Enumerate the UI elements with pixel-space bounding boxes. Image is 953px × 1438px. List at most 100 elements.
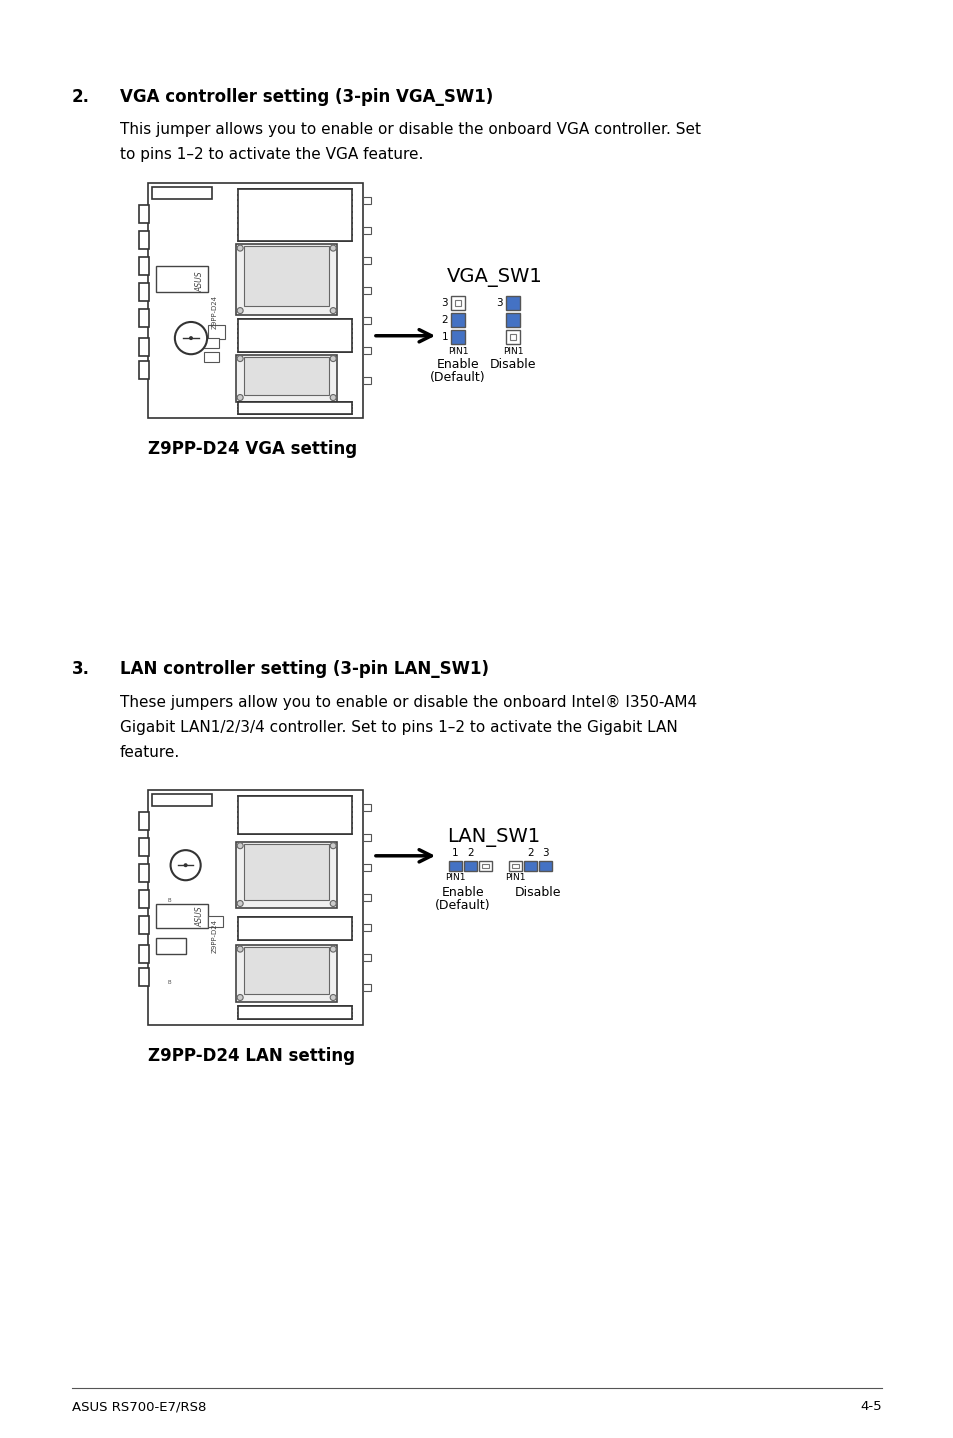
Text: PIN1: PIN1	[505, 873, 525, 883]
Bar	[139, 916, 149, 935]
Bar	[139, 812, 149, 830]
Bar	[236, 244, 336, 315]
Bar	[156, 938, 186, 955]
Bar	[204, 338, 219, 348]
Bar	[148, 183, 363, 418]
Bar	[363, 377, 371, 384]
Circle shape	[330, 946, 335, 952]
Bar	[505, 313, 519, 326]
Circle shape	[330, 900, 335, 906]
Text: Z9PP-D24: Z9PP-D24	[212, 295, 217, 329]
Bar	[363, 804, 371, 811]
Bar	[244, 844, 329, 900]
Bar	[451, 296, 464, 309]
Circle shape	[330, 308, 335, 313]
Bar	[538, 860, 552, 870]
Text: 3.: 3.	[71, 660, 90, 677]
Text: 3: 3	[496, 298, 502, 308]
Bar	[363, 925, 371, 930]
Bar	[139, 945, 149, 963]
Text: feature.: feature.	[120, 745, 180, 761]
Text: 2.: 2.	[71, 88, 90, 106]
Circle shape	[237, 355, 243, 361]
Circle shape	[174, 322, 207, 354]
Text: LAN_SW1: LAN_SW1	[447, 828, 539, 847]
Text: 2: 2	[527, 847, 534, 857]
Bar	[363, 288, 371, 293]
Bar	[152, 794, 212, 807]
Text: to pins 1–2 to activate the VGA feature.: to pins 1–2 to activate the VGA feature.	[120, 147, 423, 162]
Circle shape	[237, 946, 243, 952]
Bar	[244, 246, 329, 306]
Bar	[244, 948, 329, 994]
Circle shape	[330, 355, 335, 361]
Text: Z9PP-D24: Z9PP-D24	[212, 919, 217, 953]
Bar	[244, 358, 329, 395]
Bar	[363, 316, 371, 324]
Bar	[208, 916, 223, 928]
Circle shape	[171, 850, 200, 880]
Circle shape	[189, 336, 193, 341]
Bar	[363, 864, 371, 871]
Bar	[510, 334, 516, 339]
Bar	[238, 401, 352, 414]
Bar	[139, 838, 149, 856]
Text: B: B	[168, 981, 172, 985]
Bar	[363, 227, 371, 234]
Bar	[139, 890, 149, 907]
Text: 2: 2	[441, 315, 448, 325]
Bar	[512, 863, 518, 867]
Text: 1: 1	[452, 847, 458, 857]
Text: Gigabit LAN1/2/3/4 controller. Set to pins 1–2 to activate the Gigabit LAN: Gigabit LAN1/2/3/4 controller. Set to pi…	[120, 720, 677, 735]
Bar	[236, 841, 336, 907]
Text: PIN1: PIN1	[502, 347, 522, 355]
Bar	[451, 313, 464, 326]
Bar	[139, 338, 149, 357]
Bar	[363, 894, 371, 902]
Bar	[363, 834, 371, 841]
Circle shape	[330, 244, 335, 252]
Bar	[139, 283, 149, 301]
Bar	[238, 917, 352, 940]
Bar	[478, 860, 492, 870]
Bar	[152, 187, 212, 198]
Circle shape	[237, 995, 243, 1001]
Bar	[139, 257, 149, 275]
Text: These jumpers allow you to enable or disable the onboard Intel® I350-AM4: These jumpers allow you to enable or dis…	[120, 695, 697, 710]
Bar	[505, 329, 519, 344]
Text: Z9PP-D24 VGA setting: Z9PP-D24 VGA setting	[148, 440, 356, 457]
Text: 2: 2	[467, 847, 474, 857]
Bar	[204, 351, 219, 361]
Bar	[139, 309, 149, 326]
Circle shape	[330, 995, 335, 1001]
Bar	[238, 1007, 352, 1020]
Text: 3: 3	[441, 298, 448, 308]
Bar	[455, 299, 460, 306]
Bar	[139, 232, 149, 249]
Text: 1: 1	[441, 332, 448, 342]
Circle shape	[330, 843, 335, 848]
Text: Enable: Enable	[436, 358, 478, 371]
Bar	[236, 355, 336, 401]
Bar	[363, 953, 371, 961]
Bar	[208, 325, 225, 339]
Bar	[463, 860, 476, 870]
Circle shape	[237, 900, 243, 906]
Bar	[238, 188, 352, 240]
Bar	[363, 197, 371, 204]
Text: ASUS: ASUS	[195, 906, 204, 928]
Text: Disable: Disable	[489, 358, 536, 371]
Circle shape	[183, 863, 188, 867]
Bar	[139, 864, 149, 881]
Bar	[449, 860, 461, 870]
Bar	[238, 797, 352, 834]
Text: Z9PP-D24 LAN setting: Z9PP-D24 LAN setting	[148, 1047, 355, 1066]
Circle shape	[237, 843, 243, 848]
Bar	[505, 296, 519, 309]
Bar	[509, 860, 521, 870]
Bar	[451, 329, 464, 344]
Bar	[363, 984, 371, 991]
Bar	[156, 266, 208, 292]
Text: LAN controller setting (3-pin LAN_SW1): LAN controller setting (3-pin LAN_SW1)	[120, 660, 489, 677]
Bar	[481, 863, 489, 867]
